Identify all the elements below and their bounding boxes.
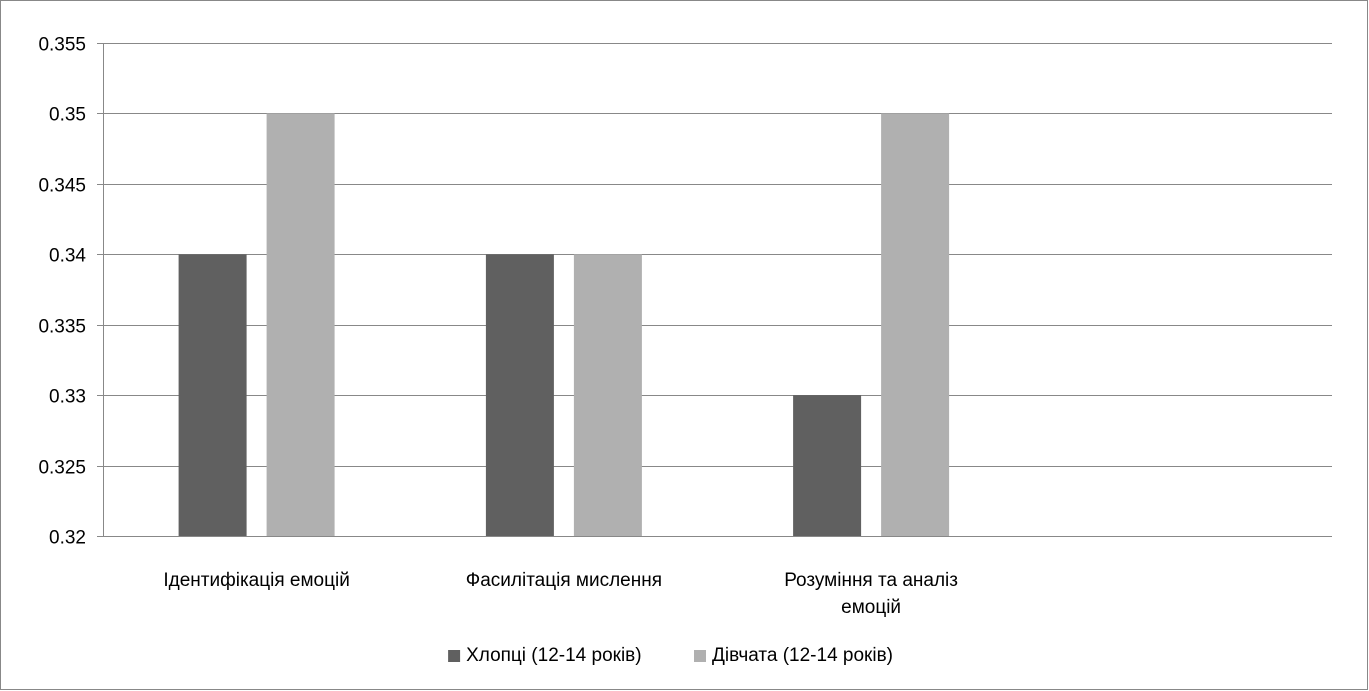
bar-series-1 xyxy=(178,254,247,537)
legend-swatch-series-1 xyxy=(448,650,461,662)
axis-labels: 0.32 0.325 0.33 0.335 0.34 0.345 0.35 0.355 Іден… xyxy=(38,35,958,619)
y-tick-label: 0.345 xyxy=(38,176,86,197)
bar-series-2 xyxy=(573,254,642,537)
y-tick-label: 0.355 xyxy=(38,35,86,56)
y-tick-label: 0.35 xyxy=(49,105,86,126)
legend-label-series-2: Дівчата (12-14 років) xyxy=(712,645,893,666)
bar-series-1 xyxy=(485,254,554,537)
y-tick-label: 0.335 xyxy=(38,317,86,338)
legend-swatch-series-2 xyxy=(694,650,706,662)
x-category-label: Фасилітація мислення xyxy=(466,570,662,591)
x-category-label: емоцій xyxy=(841,597,901,618)
bar-series-2 xyxy=(881,113,950,537)
y-tick-label: 0.33 xyxy=(49,387,86,408)
x-category-label: Розуміння та аналіз xyxy=(784,570,958,591)
bar-series-2 xyxy=(266,113,335,537)
y-tick-label: 0.32 xyxy=(49,528,86,549)
y-tick-label: 0.34 xyxy=(49,246,86,267)
legend-label-series-1: Хлопці (12-14 років) xyxy=(466,645,641,666)
bars xyxy=(178,113,950,537)
legend: Хлопці (12-14 років) Дівчата (12-14 років… xyxy=(448,645,893,666)
x-category-label: Ідентифікація емоцій xyxy=(163,570,349,591)
y-tick-label: 0.325 xyxy=(38,458,86,479)
bar-series-1 xyxy=(793,395,862,536)
